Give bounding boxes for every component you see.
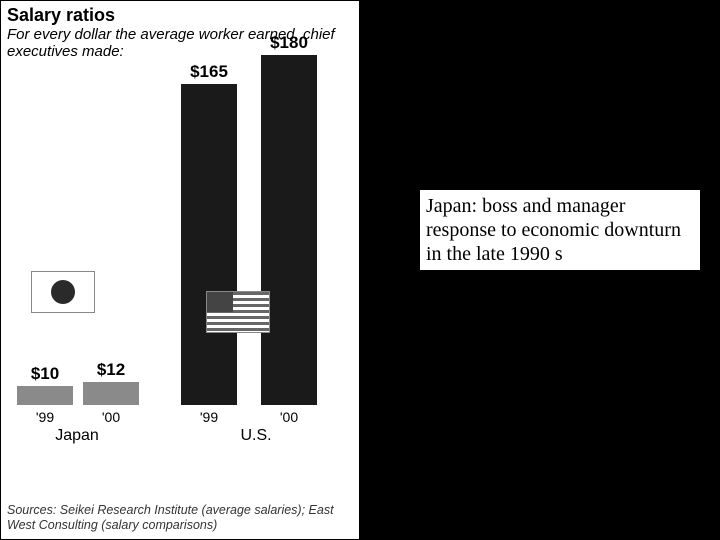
bar-us-00: $180 '00 bbox=[261, 55, 317, 405]
bar-year: '99 bbox=[181, 409, 237, 425]
salary-ratio-chart: Salary ratios For every dollar the avera… bbox=[0, 0, 360, 540]
bar-fill bbox=[83, 382, 139, 405]
bar-japan-99: $10 '99 bbox=[17, 386, 73, 405]
us-flag-icon bbox=[206, 291, 270, 333]
group-label-us: U.S. bbox=[171, 427, 341, 445]
bar-year: '00 bbox=[83, 409, 139, 425]
group-label-japan: Japan bbox=[7, 427, 147, 445]
japan-flag-icon bbox=[31, 271, 95, 313]
bar-value: $180 bbox=[261, 33, 317, 53]
bar-japan-00: $12 '00 bbox=[83, 382, 139, 405]
chart-sources: Sources: Seikei Research Institute (aver… bbox=[7, 503, 347, 533]
bar-value: $12 bbox=[83, 360, 139, 380]
bar-year: '99 bbox=[17, 409, 73, 425]
bar-value: $165 bbox=[181, 62, 237, 82]
bar-value: $10 bbox=[17, 364, 73, 384]
bar-us-99: $165 '99 bbox=[181, 84, 237, 405]
bar-fill bbox=[261, 55, 317, 405]
slide-caption: Japan: boss and manager response to econ… bbox=[420, 190, 700, 270]
bars-area: $10 '99 $12 '00 Japan $165 '99 $180 '00 bbox=[1, 21, 361, 441]
bar-fill bbox=[181, 84, 237, 405]
bar-fill bbox=[17, 386, 73, 405]
bar-year: '00 bbox=[261, 409, 317, 425]
